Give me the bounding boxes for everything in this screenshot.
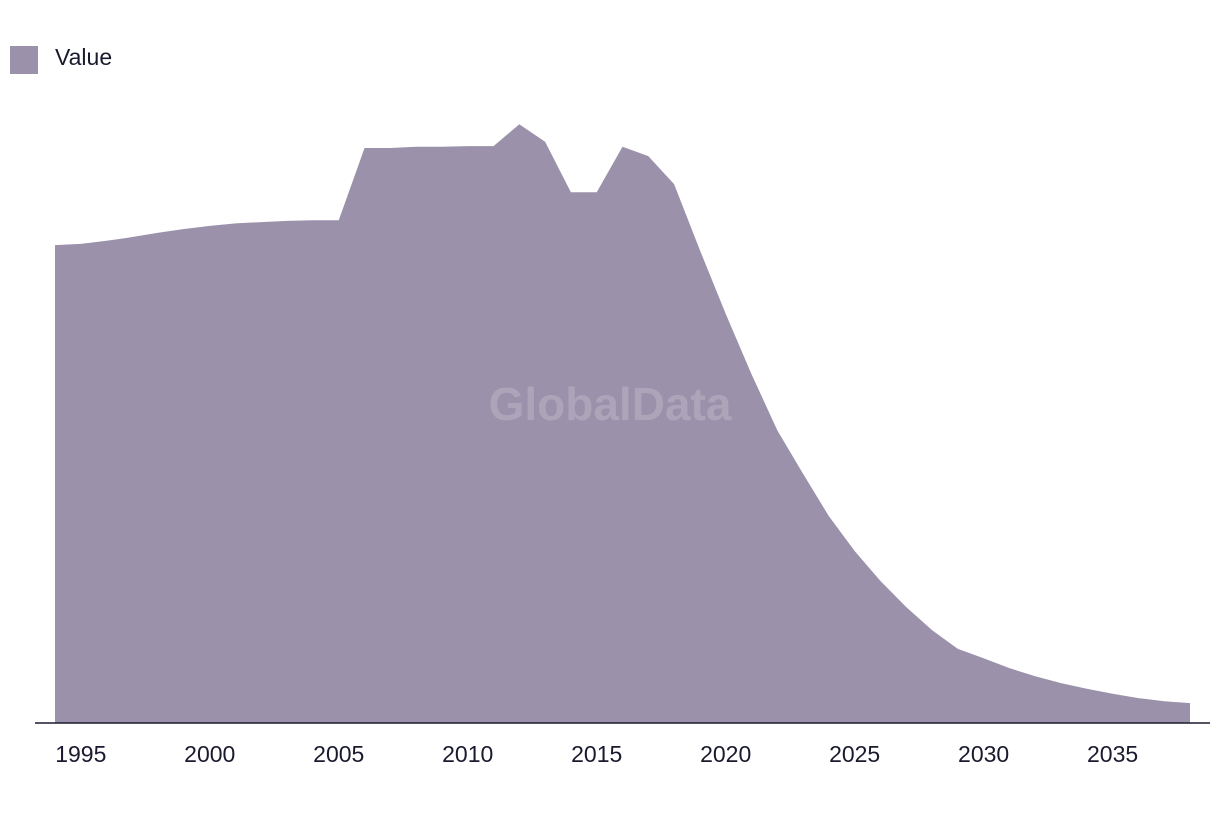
- x-tick-label: 2005: [313, 741, 364, 767]
- x-tick-label: 2020: [700, 741, 751, 767]
- legend-label: Value: [55, 44, 112, 70]
- legend-swatch: [10, 46, 38, 74]
- x-tick-label: 2030: [958, 741, 1009, 767]
- watermark: GlobalData: [489, 378, 732, 430]
- x-tick-label: 2010: [442, 741, 493, 767]
- x-tick-label: 2000: [184, 741, 235, 767]
- x-tick-label: 2015: [571, 741, 622, 767]
- x-tick-label: 2035: [1087, 741, 1138, 767]
- x-tick-label: 1995: [55, 741, 106, 767]
- x-tick-label: 2025: [829, 741, 880, 767]
- area: [55, 124, 1190, 723]
